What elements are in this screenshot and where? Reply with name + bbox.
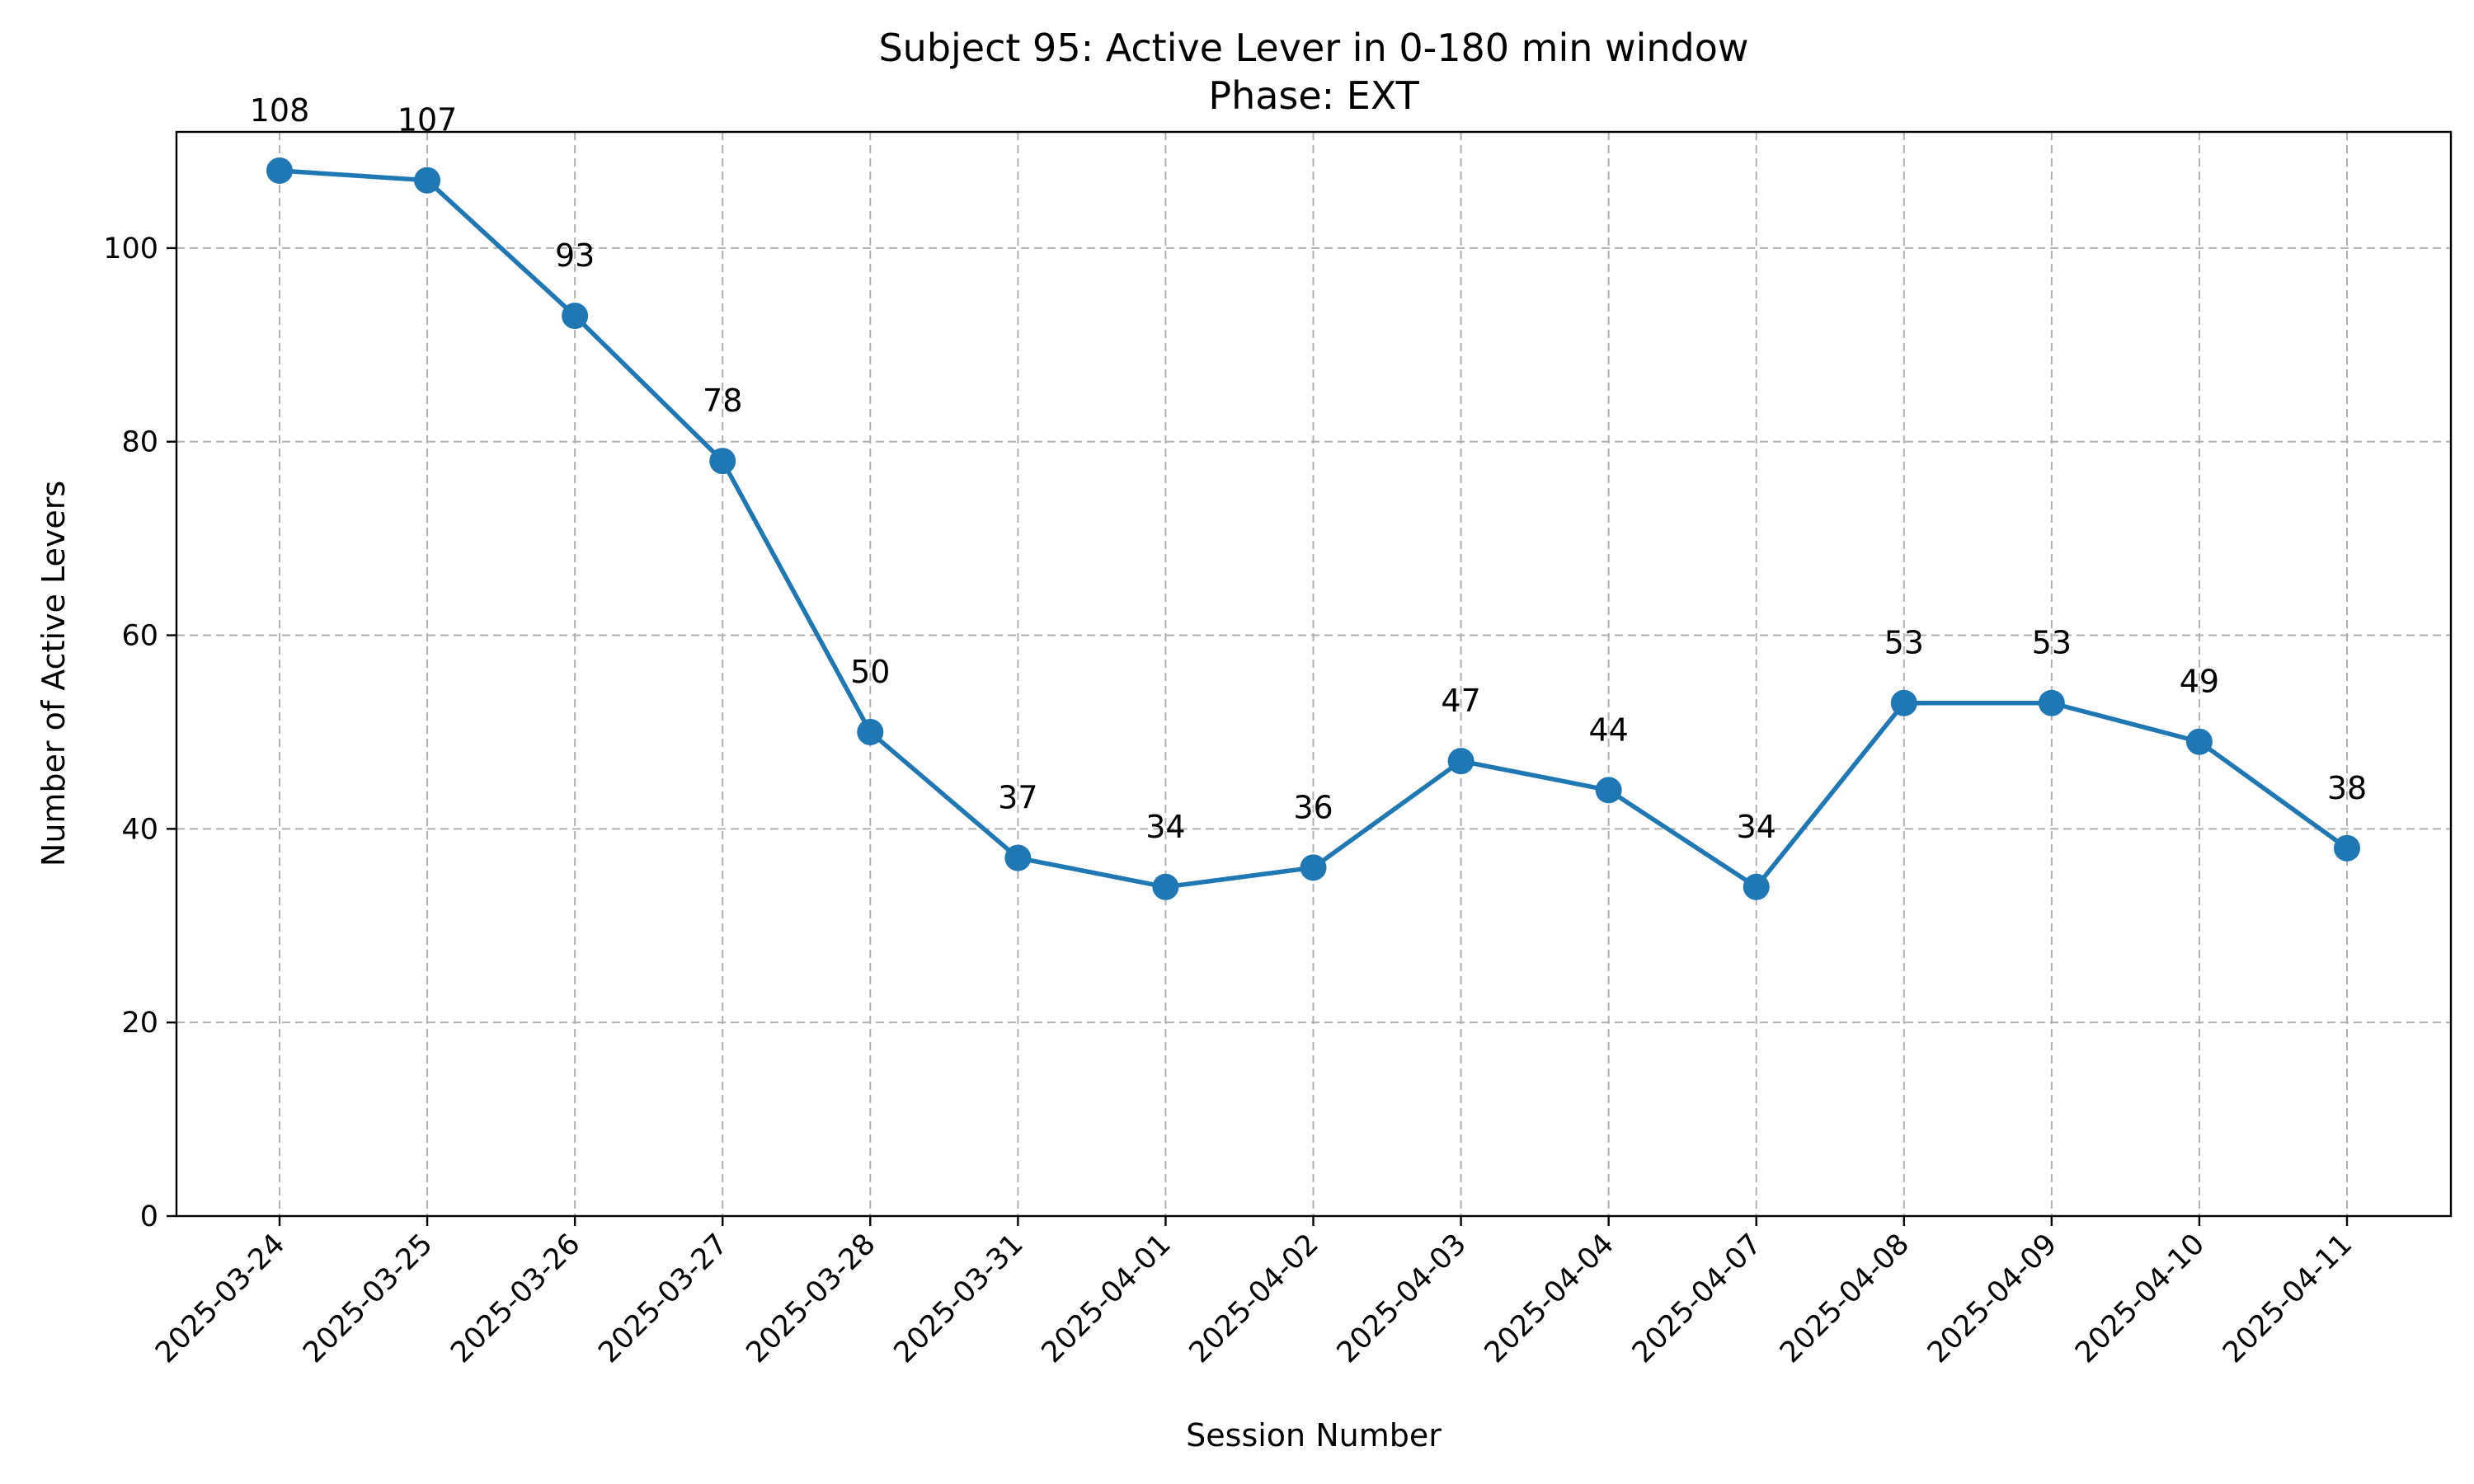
x-tick-label: 2025-04-02 [1183, 1228, 1325, 1369]
x-tick-label: 2025-04-01 [1036, 1228, 1178, 1369]
x-tick-label: 2025-03-26 [444, 1228, 586, 1369]
data-point [266, 157, 293, 184]
y-tick-label: 100 [103, 232, 158, 265]
y-axis-label: Number of Active Levers [35, 481, 72, 866]
chart-subtitle: Phase: EXT [1208, 73, 1419, 118]
data-point [709, 448, 736, 475]
x-tick-label: 2025-04-04 [1479, 1228, 1620, 1369]
data-label: 36 [1293, 789, 1333, 825]
data-label: 34 [1737, 809, 1776, 845]
data-label: 107 [397, 102, 458, 139]
data-label: 37 [998, 780, 1037, 816]
y-tick-label: 20 [121, 1007, 158, 1040]
x-tick-label: 2025-04-09 [1921, 1228, 2063, 1369]
data-label: 38 [2327, 770, 2367, 806]
data-label: 108 [250, 92, 310, 129]
data-label: 44 [1588, 711, 1628, 748]
y-tick-label: 60 [121, 620, 158, 653]
data-point [2038, 689, 2065, 716]
data-label: 78 [703, 383, 742, 419]
data-point [1447, 748, 1475, 775]
data-point [2185, 728, 2213, 755]
x-tick-label: 2025-03-24 [149, 1228, 291, 1369]
x-tick-label: 2025-04-10 [2069, 1228, 2211, 1369]
data-series [266, 157, 2360, 900]
x-tick-label: 2025-04-03 [1331, 1228, 1473, 1369]
data-label: 34 [1145, 809, 1185, 845]
data-point [562, 303, 589, 330]
x-tick-label: 2025-03-28 [741, 1228, 882, 1369]
y-tick-label: 0 [140, 1200, 158, 1233]
data-label: 50 [850, 654, 890, 690]
y-tick-label: 40 [121, 813, 158, 846]
data-point [1152, 873, 1179, 900]
x-tick-label: 2025-03-27 [592, 1228, 734, 1369]
data-label: 53 [2032, 625, 2072, 661]
grid [176, 132, 2451, 1217]
data-point [1890, 689, 1917, 716]
y-tick-label: 80 [121, 426, 158, 459]
data-point [1595, 777, 1622, 804]
data-point [414, 167, 441, 194]
chart-title: Subject 95: Active Lever in 0-180 min wi… [878, 26, 1748, 70]
data-label: 53 [1884, 625, 1924, 661]
x-tick-label: 2025-03-31 [888, 1228, 1030, 1369]
data-label: 47 [1441, 683, 1480, 719]
x-tick-label: 2025-03-25 [297, 1228, 439, 1369]
data-labels: 108 107 93 78 50 37 34 36 47 44 34 53 53 49 38 [250, 92, 2367, 845]
data-point [1300, 854, 1327, 881]
data-point [857, 718, 884, 745]
x-tick-label: 2025-04-07 [1626, 1228, 1768, 1369]
x-tick-label: 2025-04-11 [2217, 1228, 2359, 1369]
data-point [1004, 844, 1032, 871]
data-label: 49 [2180, 664, 2219, 700]
data-point [2334, 834, 2360, 862]
data-label: 93 [555, 237, 595, 274]
x-axis-label: Session Number [1186, 1417, 1442, 1453]
data-point [1743, 873, 1770, 900]
x-tick-label: 2025-04-08 [1774, 1228, 1916, 1369]
